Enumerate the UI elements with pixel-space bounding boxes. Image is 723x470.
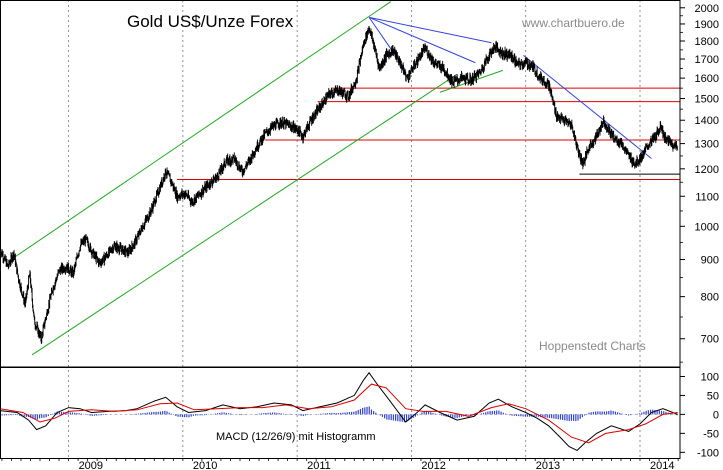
price-tick-label: 1100 bbox=[695, 191, 719, 203]
macd-tick-label: 0 bbox=[713, 409, 719, 421]
price-tick-label: 1300 bbox=[695, 139, 719, 151]
macd-tick-label: 50 bbox=[707, 390, 719, 402]
price-tick-label: 1700 bbox=[695, 54, 719, 66]
year-label: 2010 bbox=[193, 460, 217, 470]
price-tick-label: 800 bbox=[701, 292, 719, 304]
price-tick-label: 1400 bbox=[695, 115, 719, 127]
price-tick-label: 1800 bbox=[695, 36, 719, 48]
year-label: 2014 bbox=[650, 460, 674, 470]
trend-line bbox=[31, 73, 458, 356]
price-levels bbox=[177, 87, 680, 181]
price-candles bbox=[0, 26, 678, 345]
chart-title: Gold US$/Unze Forex bbox=[127, 12, 294, 31]
macd-line bbox=[0, 383, 678, 444]
price-tick-label: 1900 bbox=[695, 19, 719, 31]
provider-label: Hoppenstedt Charts bbox=[539, 339, 646, 353]
trend-line bbox=[369, 16, 492, 44]
trend-lines bbox=[13, 1, 652, 356]
axis-labels: 7008009001000110012001300140015001600170… bbox=[1, 3, 719, 470]
price-tick-label: 2000 bbox=[695, 3, 719, 15]
price-tick-label: 1500 bbox=[695, 93, 719, 105]
macd-tick-label: -100 bbox=[697, 447, 719, 459]
price-tick-label: 1000 bbox=[695, 221, 719, 233]
macd-panel-frame bbox=[0, 367, 681, 459]
price-tick-label: 900 bbox=[701, 255, 719, 267]
year-label: 2013 bbox=[536, 460, 560, 470]
trend-line bbox=[368, 16, 476, 64]
price-tick-label: 700 bbox=[701, 334, 719, 346]
chart-frame bbox=[0, 0, 681, 459]
year-label: 2009 bbox=[79, 460, 103, 470]
year-label: 2012 bbox=[421, 460, 445, 470]
macd-tick-label: 100 bbox=[701, 371, 719, 383]
macd-panel bbox=[0, 371, 678, 451]
price-tick-label: 1600 bbox=[695, 73, 719, 85]
year-label: 2011 bbox=[307, 460, 331, 470]
source-label: www.chartbuero.de bbox=[521, 16, 625, 30]
trend-line bbox=[523, 54, 652, 159]
price-tick-label: 1200 bbox=[695, 164, 719, 176]
trend-line bbox=[13, 1, 392, 259]
macd-line bbox=[0, 371, 678, 451]
macd-label: MACD (12/26/9) mit Histogramm bbox=[216, 431, 376, 443]
macd-tick-label: -50 bbox=[703, 428, 719, 440]
